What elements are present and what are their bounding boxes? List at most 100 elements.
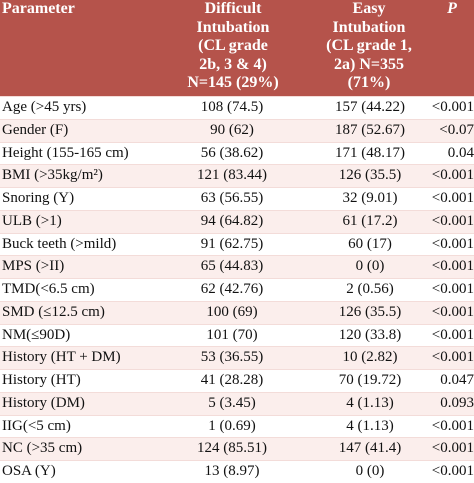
- cell-p: <0.001: [431, 303, 474, 320]
- cell-p: <0.001: [431, 281, 474, 298]
- cell-p: <0.001: [431, 190, 474, 207]
- cell-p: <0.001: [431, 349, 474, 366]
- table-row: OSA (Y) 13 (8.97) 0 (0) <0.001: [0, 460, 474, 483]
- cell-easy: 70 (19.72): [338, 372, 402, 389]
- cell-easy: 10 (2.82): [342, 349, 398, 366]
- cell-parameter: Gender (F): [2, 121, 69, 138]
- cell-parameter: SMD (≤12.5 cm): [2, 303, 105, 320]
- header-p-value: P: [447, 0, 457, 17]
- cell-easy: 126 (35.5): [338, 167, 402, 184]
- cell-parameter: OSA (Y): [2, 463, 56, 480]
- cell-parameter: History (HT + DM): [2, 349, 121, 366]
- cell-p: <0.07: [439, 121, 474, 138]
- table-row: IIG(<5 cm) 1 (0.69) 4 (1.13) <0.001: [0, 414, 474, 438]
- header-easy-intubation: Easy Intubation (CL grade 1, 2a) N=355 (…: [307, 0, 431, 93]
- cell-p: <0.001: [431, 463, 474, 480]
- cell-difficult: 65 (44.83): [200, 258, 264, 275]
- cell-p: 0.047: [440, 372, 474, 389]
- table-row: Age (>45 yrs) 108 (74.5) 157 (44.22) <0.…: [0, 96, 474, 119]
- cell-difficult: 100 (69): [206, 303, 258, 320]
- table-row: History (DM) 5 (3.45) 4 (1.13) 0.093: [0, 391, 474, 415]
- table-header: Parameter Difficult Intubation (CL grade…: [0, 0, 474, 96]
- cell-easy: 2 (0.56): [346, 281, 394, 298]
- cell-p: <0.001: [431, 167, 474, 184]
- cell-parameter: Age (>45 yrs): [2, 99, 87, 115]
- table-row: Buck teeth (>mild) 91 (62.75) 60 (17) <0…: [0, 232, 474, 256]
- cell-p: <0.001: [431, 417, 474, 434]
- cell-parameter: Height (155-165 cm): [2, 144, 129, 161]
- cell-difficult: 90 (62): [210, 121, 254, 138]
- cell-difficult: 5 (3.45): [208, 394, 256, 411]
- cell-easy: 0 (0): [355, 463, 385, 480]
- cell-difficult: 13 (8.97): [204, 463, 260, 480]
- cell-p: <0.001: [431, 99, 474, 115]
- cell-easy: 147 (41.4): [338, 440, 402, 457]
- header-difficult-line: N=145 (29%): [187, 74, 279, 92]
- header-difficult-line: Intubation: [196, 18, 270, 36]
- header-easy-line: 2a) N=355: [334, 55, 404, 73]
- cell-difficult: 108 (74.5): [200, 99, 264, 115]
- table-row: MPS (>II) 65 (44.83) 0 (0) <0.001: [0, 255, 474, 279]
- cell-easy: 187 (52.67): [335, 121, 405, 138]
- cell-parameter: Snoring (Y): [2, 190, 75, 207]
- table-row: NM(≤90D) 101 (70) 120 (33.8) <0.001: [0, 323, 474, 347]
- cell-parameter: BMI (>35kg/m²): [2, 167, 103, 184]
- cell-easy: 60 (17): [348, 235, 392, 252]
- cell-easy: 120 (33.8): [338, 326, 402, 343]
- cell-easy: 126 (35.5): [338, 303, 402, 320]
- cell-p: <0.001: [431, 212, 474, 229]
- header-easy-line: Intubation: [332, 18, 406, 36]
- cell-parameter: MPS (>II): [2, 258, 65, 275]
- cell-p: <0.001: [431, 326, 474, 343]
- cell-easy: 157 (44.22): [335, 99, 405, 115]
- header-easy-line: (71%): [347, 74, 391, 92]
- cell-p: 0.04: [447, 144, 474, 161]
- table-row: History (HT) 41 (28.28) 70 (19.72) 0.047: [0, 369, 474, 392]
- cell-p: <0.001: [431, 440, 474, 457]
- cell-difficult: 53 (36.55): [200, 349, 264, 366]
- cell-difficult: 41 (28.28): [200, 372, 264, 389]
- cell-difficult: 124 (85.51): [197, 440, 267, 457]
- cell-difficult: 63 (56.55): [200, 190, 264, 207]
- table-row: History (HT + DM) 53 (36.55) 10 (2.82) <…: [0, 346, 474, 370]
- cell-parameter: ULB (>1): [2, 212, 62, 229]
- cell-parameter: History (DM): [2, 394, 85, 411]
- table-row: ULB (>1) 94 (64.82) 61 (17.2) <0.001: [0, 209, 474, 233]
- table-body: Age (>45 yrs) 108 (74.5) 157 (44.22) <0.…: [0, 96, 474, 483]
- table-row: Height (155-165 cm) 56 (38.62) 171 (48.1…: [0, 141, 474, 165]
- cell-easy: 4 (1.13): [346, 417, 394, 434]
- cell-p: <0.001: [431, 258, 474, 275]
- table-row: TMD(<6.5 cm) 62 (42.76) 2 (0.56) <0.001: [0, 278, 474, 301]
- cell-difficult: 121 (83.44): [197, 167, 267, 184]
- cell-difficult: 56 (38.62): [200, 144, 264, 161]
- table-row: BMI (>35kg/m²) 121 (83.44) 126 (35.5) <0…: [0, 164, 474, 188]
- cell-easy: 4 (1.13): [346, 394, 394, 411]
- header-difficult-intubation: Difficult Intubation (CL grade 2b, 3 & 4…: [158, 0, 308, 93]
- table-row: NC (>35 cm) 124 (85.51) 147 (41.4) <0.00…: [0, 437, 474, 461]
- cell-parameter: NM(≤90D): [2, 326, 71, 343]
- cell-easy: 61 (17.2): [342, 212, 398, 229]
- header-difficult-line: (CL grade: [198, 37, 268, 55]
- header-easy-line: (CL grade 1,: [326, 37, 412, 55]
- table-row: Gender (F) 90 (62) 187 (52.67) <0.07: [0, 118, 474, 142]
- cell-parameter: Buck teeth (>mild): [2, 235, 117, 252]
- cell-parameter: NC (>35 cm): [2, 440, 83, 457]
- header-difficult-line: 2b, 3 & 4): [199, 55, 267, 73]
- cell-difficult: 91 (62.75): [200, 235, 264, 252]
- table-row: Snoring (Y) 63 (56.55) 32 (9.01) <0.001: [0, 187, 474, 210]
- cell-easy: 171 (48.17): [335, 144, 405, 161]
- header-difficult-line: Difficult: [204, 0, 262, 17]
- header-easy-line: Easy: [352, 0, 386, 17]
- cell-difficult: 62 (42.76): [200, 281, 264, 298]
- cell-parameter: History (HT): [2, 372, 81, 389]
- cell-difficult: 101 (70): [206, 326, 258, 343]
- cell-parameter: TMD(<6.5 cm): [2, 281, 95, 298]
- header-parameter: Parameter: [2, 0, 75, 17]
- cell-p: <0.001: [431, 235, 474, 252]
- cell-difficult: 1 (0.69): [208, 417, 256, 434]
- cell-easy: 0 (0): [355, 258, 385, 275]
- table-row: SMD (≤12.5 cm) 100 (69) 126 (35.5) <0.00…: [0, 300, 474, 324]
- cell-p: 0.093: [440, 394, 474, 411]
- cell-difficult: 94 (64.82): [200, 212, 264, 229]
